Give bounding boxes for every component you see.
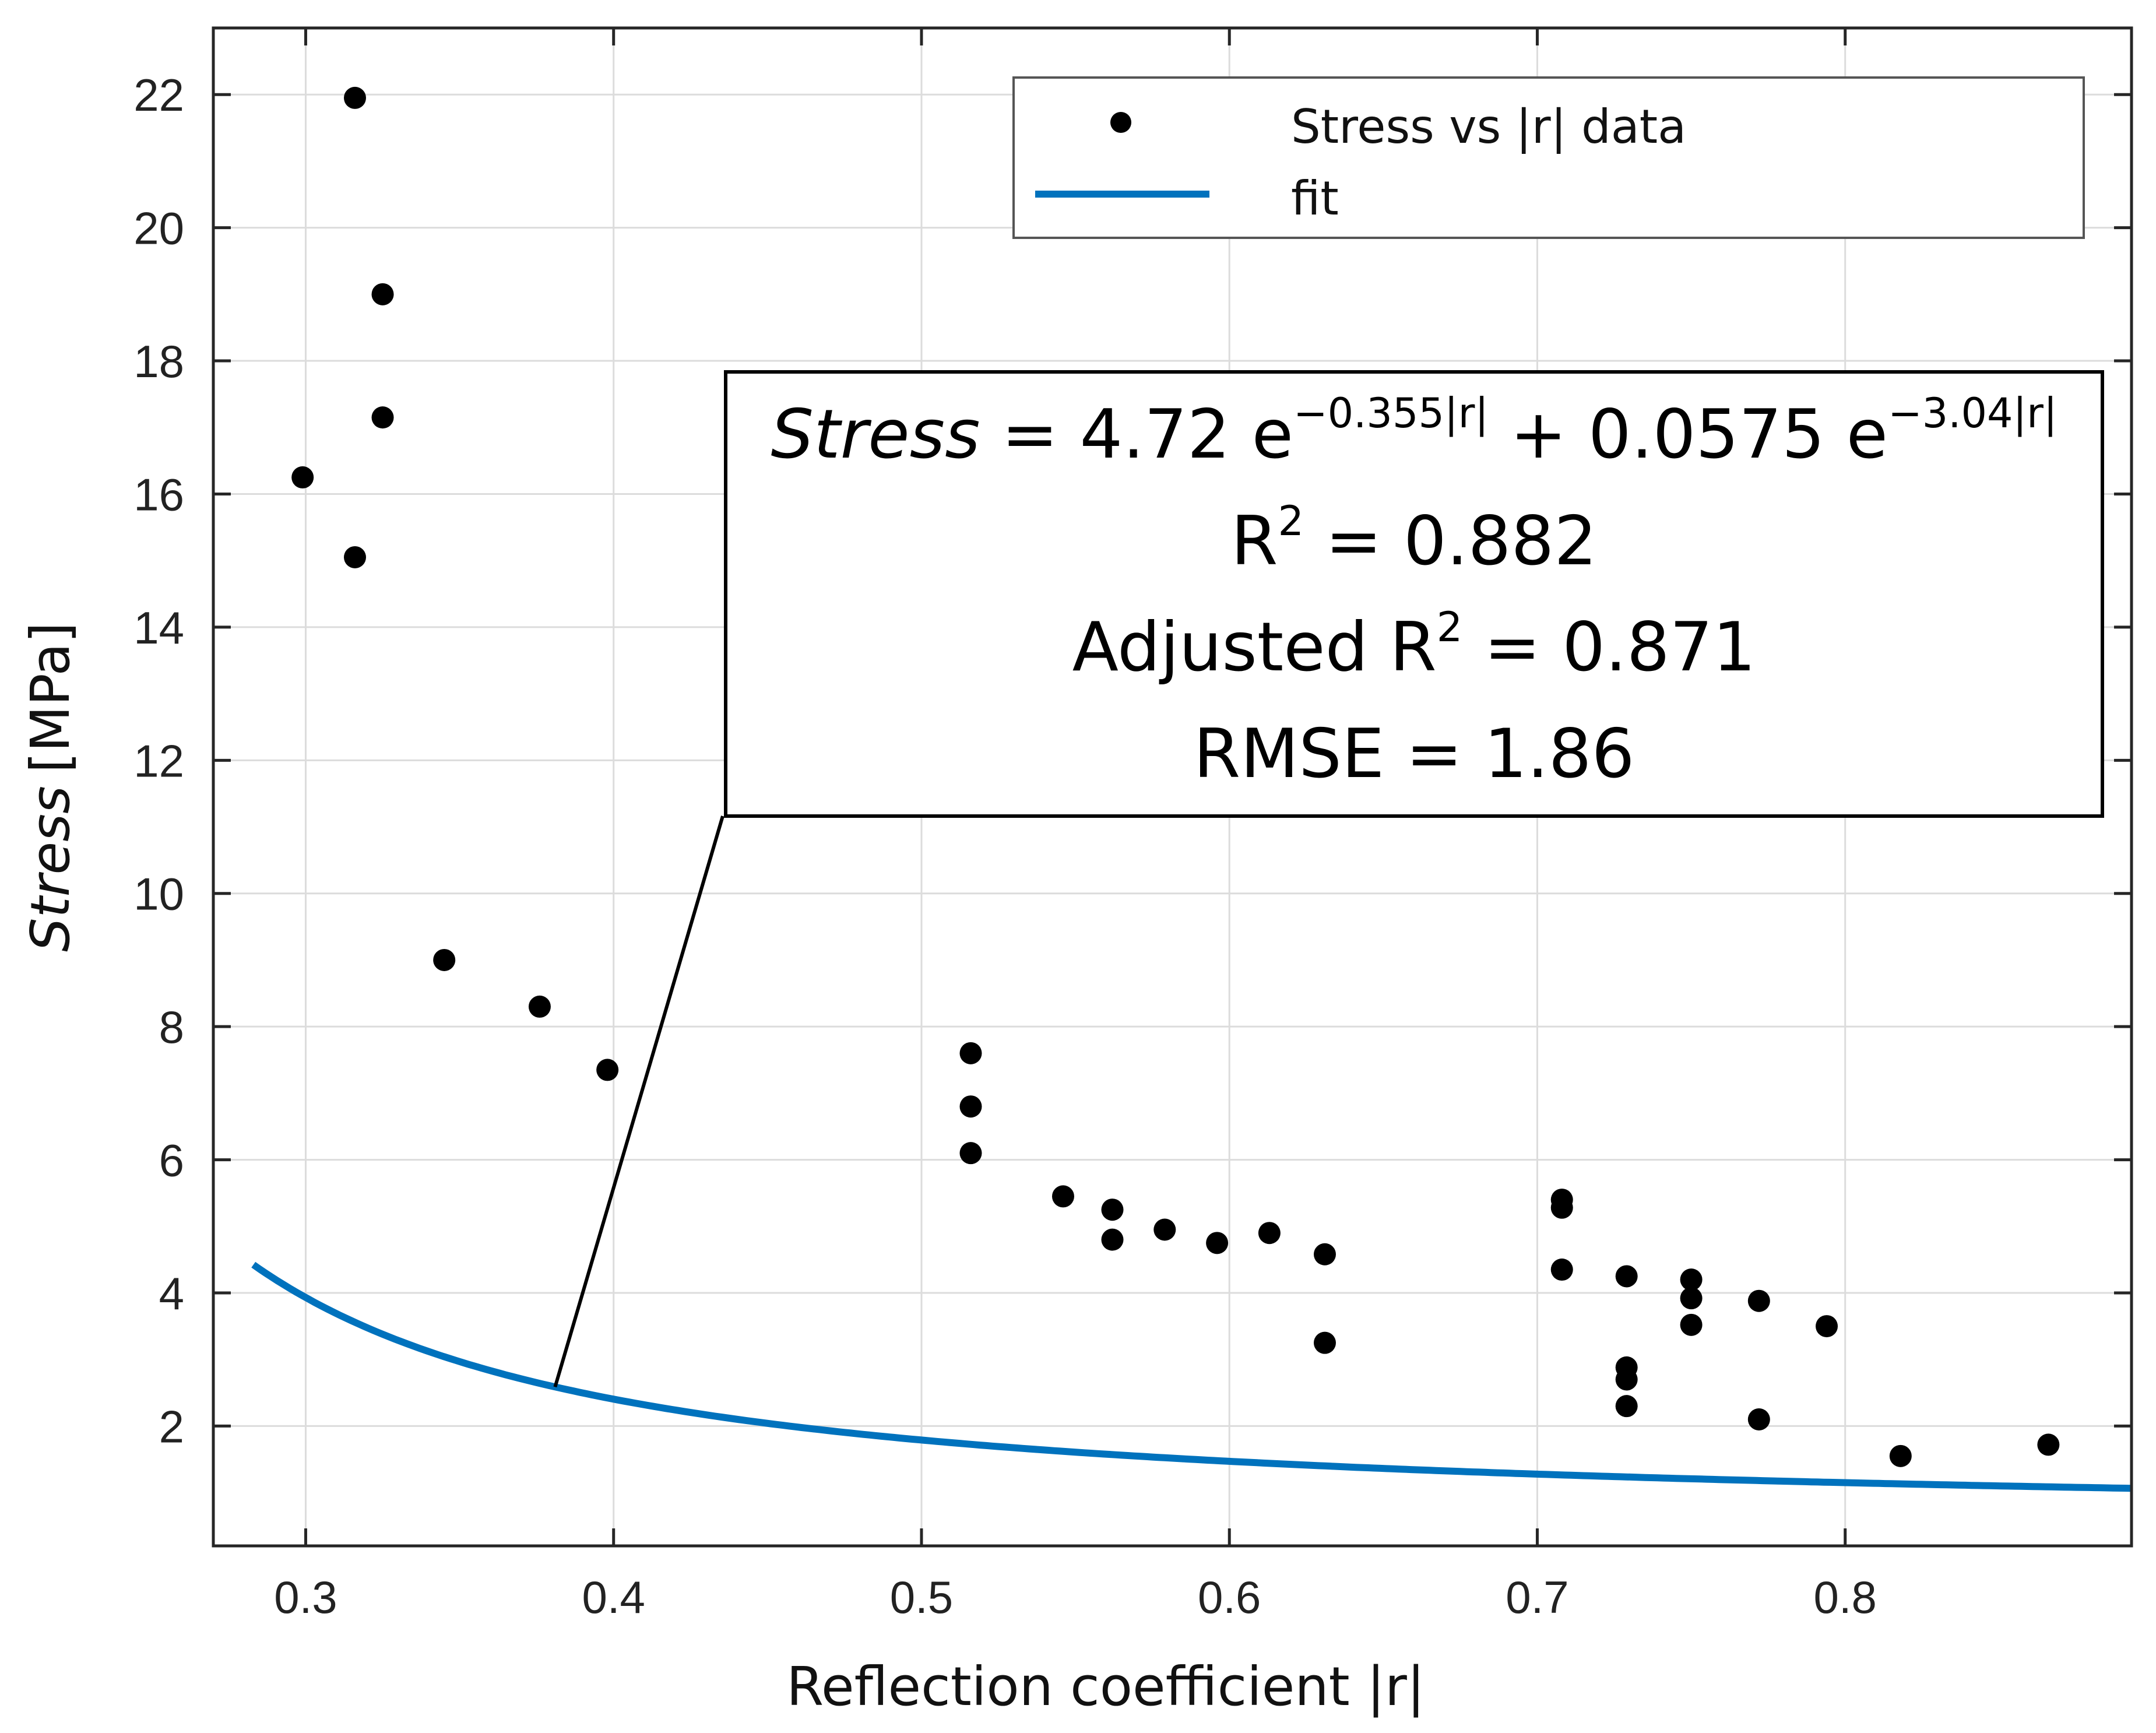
data-point <box>1153 1218 1176 1241</box>
data-point <box>959 1095 982 1118</box>
data-point <box>1615 1265 1638 1288</box>
adjusted-r-squared-sup: 2 <box>1437 603 1463 651</box>
data-point <box>528 995 551 1018</box>
r-squared-sup: 2 <box>1278 497 1304 545</box>
y-axis-label-italic: Stress <box>19 786 82 952</box>
fit-equation: Stress = 4.72 e−0.355|r| + 0.0575 e−3.04… <box>771 389 2057 474</box>
y-tick-label: 2 <box>159 1401 184 1452</box>
y-tick-label: 6 <box>159 1135 184 1186</box>
y-tick-label: 16 <box>133 469 184 520</box>
data-point <box>1680 1287 1703 1310</box>
data-point <box>1889 1444 1912 1467</box>
data-point <box>1313 1243 1336 1266</box>
y-tick-label: 18 <box>133 336 184 387</box>
data-point <box>1615 1395 1638 1418</box>
y-tick-label: 8 <box>159 1001 184 1053</box>
fit-annotation: Stress = 4.72 e−0.355|r| + 0.0575 e−3.04… <box>553 370 2104 1388</box>
annotation-box <box>724 370 2104 818</box>
data-point <box>291 466 314 488</box>
data-point <box>1101 1228 1124 1251</box>
data-point <box>433 948 456 971</box>
data-point <box>1101 1198 1124 1221</box>
data-point <box>1747 1408 1770 1430</box>
y-tick-label: 12 <box>133 735 184 786</box>
legend-label-fit: fit <box>1291 171 1339 226</box>
fit-layer <box>251 1261 2132 1492</box>
legend: Stress vs |r| data fit <box>1012 76 2085 239</box>
data-points <box>291 86 2060 1467</box>
legend-marker-data <box>1110 112 1131 133</box>
fit-curve <box>251 1261 2132 1492</box>
data-point <box>343 86 366 109</box>
r-squared-value: = 0.882 <box>1304 502 1597 581</box>
plot-frame <box>212 26 2133 1548</box>
data-point <box>1550 1196 1573 1219</box>
equation-term-1: = 4.72 e <box>980 395 1293 474</box>
data-point <box>343 546 366 568</box>
y-axis-label: Stress [MPa] <box>19 622 82 952</box>
data-point <box>371 283 394 305</box>
equation-term-2: + 0.0575 e <box>1489 395 1888 474</box>
equation-exponent-2: −3.04|r| <box>1888 389 2057 437</box>
r-squared: R2 = 0.882 <box>1231 497 1597 581</box>
data-point <box>1206 1232 1229 1254</box>
legend-label-data: Stress vs |r| data <box>1291 100 1686 154</box>
data-point <box>1816 1315 1838 1338</box>
legend-box <box>1012 76 2085 239</box>
data-point <box>371 406 394 429</box>
x-axis-label: Reflection coefficient |r| <box>786 1655 1425 1718</box>
annotation-pointer <box>553 815 724 1388</box>
adjusted-r-squared: Adjusted R2 = 0.871 <box>1072 603 1756 687</box>
data-point <box>959 1142 982 1165</box>
y-tick-label: 4 <box>159 1268 184 1319</box>
data-point <box>1680 1268 1703 1291</box>
equation-exponent-1: −0.355|r| <box>1293 389 1489 437</box>
y-tick-label: 20 <box>133 203 184 254</box>
data-point <box>1680 1313 1703 1336</box>
equation-stress-label: Stress <box>771 395 980 474</box>
adjusted-r-squared-value: = 0.871 <box>1462 608 1756 687</box>
x-tick-label: 0.8 <box>1814 1572 1877 1623</box>
x-ticks: 0.3 0.4 0.5 0.6 0.7 0.8 <box>274 28 1877 1623</box>
y-axis-label-unit: [MPa] <box>19 622 82 773</box>
adjusted-r-squared-prefix: Adjusted R <box>1072 608 1437 687</box>
y-tick-label: 14 <box>133 602 184 653</box>
data-point <box>959 1042 982 1064</box>
data-point <box>1051 1185 1074 1208</box>
data-point <box>1615 1368 1638 1391</box>
x-tick-label: 0.6 <box>1198 1572 1261 1623</box>
data-point <box>596 1059 619 1081</box>
x-tick-label: 0.3 <box>274 1572 337 1623</box>
data-point <box>2037 1433 2060 1456</box>
data-point <box>1313 1331 1336 1354</box>
r-squared-prefix: R <box>1231 502 1278 581</box>
data-point <box>1550 1259 1573 1281</box>
x-tick-label: 0.7 <box>1506 1572 1568 1623</box>
rmse: RMSE = 1.86 <box>1194 715 1635 793</box>
x-tick-label: 0.5 <box>890 1572 953 1623</box>
data-point <box>1747 1289 1770 1312</box>
data-point <box>1258 1222 1281 1245</box>
x-tick-label: 0.4 <box>582 1572 645 1623</box>
y-tick-label: 10 <box>133 869 184 920</box>
y-tick-label: 22 <box>133 69 184 121</box>
